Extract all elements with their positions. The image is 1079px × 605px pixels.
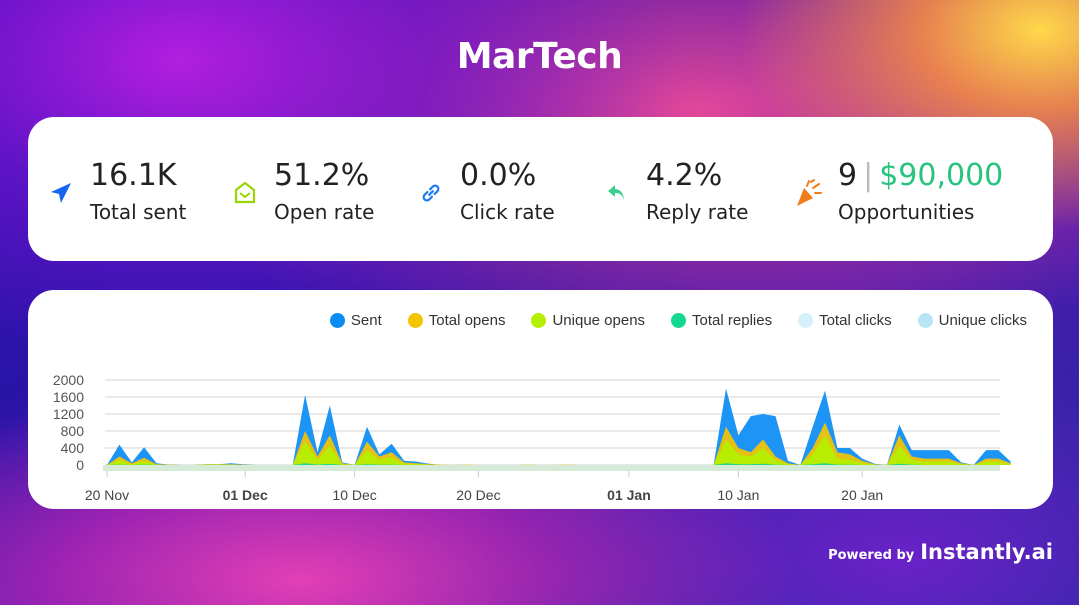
stat-click-rate: 0.0% Click rate <box>416 157 555 229</box>
x-tick-label: 01 Dec <box>223 487 268 503</box>
x-tick-label: 20 Jan <box>841 487 883 503</box>
stat-reply-rate: 4.2% Reply rate <box>602 157 748 229</box>
legend-dot <box>798 313 814 328</box>
legend-item[interactable]: Unique opens <box>531 312 645 329</box>
y-tick-label: 2000 <box>53 372 84 388</box>
paper-plane-icon <box>46 178 76 208</box>
page-title: MarTech <box>456 36 623 77</box>
y-tick-label: 1200 <box>53 406 84 422</box>
powered-by-text: Powered by <box>828 548 915 563</box>
x-tick-label: 10 Jan <box>717 487 759 503</box>
chart-card: Sent Total opens Unique opens Total replies… <box>28 290 1053 509</box>
open-envelope-icon <box>230 178 260 208</box>
legend-label: Total clicks <box>819 312 892 329</box>
party-popper-icon <box>794 178 824 208</box>
separator: | <box>863 158 874 193</box>
x-axis-baseline <box>103 465 1000 471</box>
legend-dot <box>671 313 687 328</box>
legend-item[interactable]: Total clicks <box>798 312 892 329</box>
legend-label: Unique opens <box>552 312 646 329</box>
powered-by: Powered by Instantly.ai <box>828 540 1053 564</box>
legend-label: Total opens <box>428 312 506 329</box>
stat-value: 16.1K <box>90 158 177 193</box>
stat-value: 51.2% <box>274 158 370 193</box>
y-tick-label: 800 <box>61 423 85 439</box>
opportunity-value: $90,000 <box>879 158 1004 193</box>
stat-label: Click rate <box>460 200 555 224</box>
series-area-sent <box>107 388 1011 465</box>
legend-dot <box>407 313 423 328</box>
stats-card: 16.1K Total sent 51.2% Open rate 0.0% Click… <box>28 117 1053 261</box>
legend-item[interactable]: Total replies <box>671 312 772 329</box>
stat-opportunities: 9 | $90,000 Opportunities <box>794 157 1003 229</box>
opportunity-count: 9 <box>838 158 858 193</box>
y-tick-label: 1600 <box>53 389 84 405</box>
x-tick-label: 10 Dec <box>332 487 376 503</box>
x-tick-label: 20 Dec <box>456 487 500 503</box>
stat-label: Total sent <box>90 200 187 224</box>
y-tick-label: 0 <box>76 457 84 473</box>
series-area-total-opens <box>107 422 1011 465</box>
stat-open-rate: 51.2% Open rate <box>230 157 374 229</box>
series-area-unique-opens <box>107 435 1011 465</box>
legend-item[interactable]: Total opens <box>407 312 506 329</box>
legend-label: Sent <box>350 312 382 329</box>
series-area-total-replies <box>107 463 1011 465</box>
link-icon <box>416 178 446 208</box>
y-tick-label: 400 <box>61 440 85 456</box>
stat-label: Open rate <box>274 200 375 224</box>
brand-logo[interactable]: Instantly.ai <box>920 540 1053 564</box>
x-tick-label: 20 Nov <box>85 487 129 503</box>
stat-label: Opportunities <box>838 200 975 224</box>
legend-label: Total replies <box>692 312 773 329</box>
stat-value: 4.2% <box>646 158 723 193</box>
legend-dot <box>531 313 547 328</box>
legend-label: Unique clicks <box>938 312 1027 329</box>
stat-value: 0.0% <box>460 158 537 193</box>
reply-icon <box>602 178 632 208</box>
x-tick-label: 01 Jan <box>607 487 651 503</box>
legend-dot <box>917 313 933 328</box>
stat-label: Reply rate <box>646 200 749 224</box>
chart-legend: Sent Total opens Unique opens Total replies… <box>329 312 1027 329</box>
legend-item[interactable]: Sent <box>329 312 382 329</box>
stat-total-sent: 16.1K Total sent <box>46 157 186 229</box>
legend-dot <box>329 313 345 328</box>
legend-item[interactable]: Unique clicks <box>917 312 1027 329</box>
